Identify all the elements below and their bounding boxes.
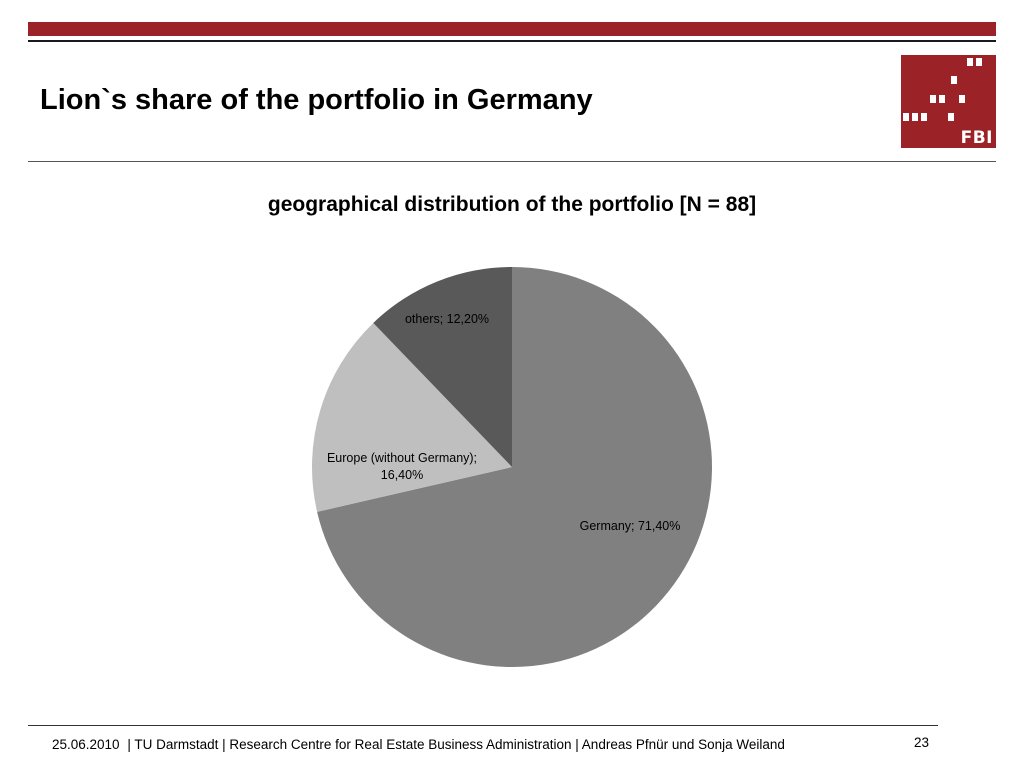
pie-slice-others (373, 267, 512, 467)
pie-slice-europe (312, 322, 512, 512)
pie-label-europe-line1: Europe (without Germany); (327, 451, 477, 465)
logo-text: FBI (960, 128, 993, 148)
slide-title: Lion`s share of the portfolio in Germany (40, 84, 593, 116)
pie-label-germany: Germany; 71,40% (580, 519, 681, 533)
fbi-logo: FBI (901, 55, 996, 148)
top-divider (28, 40, 996, 42)
pie-slice-germany (317, 267, 712, 667)
footer-text: | TU Darmstadt | Research Centre for Rea… (127, 737, 785, 752)
footer-date: 25.06.2010 (52, 737, 120, 752)
footer-divider (28, 725, 938, 726)
pie-label-others: others; 12,20% (405, 312, 489, 326)
page-number: 23 (914, 735, 930, 750)
footer: 25.06.2010 | TU Darmstadt | Research Cen… (52, 737, 789, 752)
title-divider (28, 161, 996, 162)
pie-label-europe-line2: 16,40% (381, 468, 423, 482)
chart-title: geographical distribution of the portfol… (267, 193, 757, 216)
logo-mark-icon (901, 55, 996, 148)
top-accent-bar (28, 22, 996, 36)
